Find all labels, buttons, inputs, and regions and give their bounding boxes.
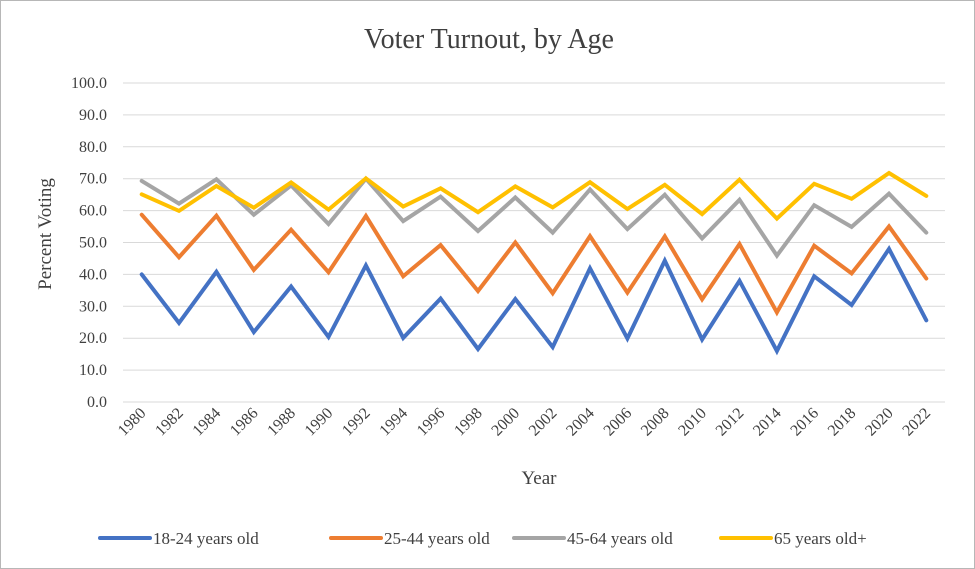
x-tick-label: 2004 [563,405,598,440]
chart-title: Voter Turnout, by Age [364,24,614,55]
x-tick-label: 2000 [488,405,523,440]
legend: 18-24 years old 25-44 years old 45-64 year… [98,529,867,548]
series-lines [139,170,929,356]
series-line-18-24-years-old [139,244,929,356]
y-tick-label: 50.0 [79,235,107,252]
y-tick-label: 100.0 [71,75,107,92]
legend-label: 18-24 years old [153,529,259,548]
x-tick-label: 2016 [787,405,822,440]
x-tick-label: 1992 [339,405,374,440]
x-tick-label: 1996 [414,405,449,440]
x-tick-label: 2006 [601,405,636,440]
y-tick-label: 10.0 [79,362,107,379]
series-line-25-44-years-old [139,212,929,317]
x-tick-label: 1984 [190,405,225,440]
x-tick-label: 2012 [713,405,748,440]
y-tick-label: 40.0 [79,266,107,283]
gridlines [123,82,945,403]
x-tick-label: 1980 [115,405,150,440]
series-line-65-years-old [139,170,929,222]
x-tick-label: 2020 [862,405,897,440]
y-tick-label: 90.0 [79,107,107,124]
x-tick-label: 1982 [152,405,187,440]
x-tick-label: 2008 [638,405,673,440]
y-axis-title: Percent Voting [35,178,56,290]
y-tick-label: 0.0 [87,394,107,411]
x-axis-title: Year [521,468,557,489]
x-axis-tick-labels: 1980 1982 1984 1986 1988 1990 1992 1994 1996 1998… [115,405,934,440]
series-line-45-64-years-old [139,175,929,260]
x-tick-label: 1986 [227,405,262,440]
legend-label: 25-44 years old [384,529,490,548]
x-tick-label: 2022 [899,405,934,440]
x-tick-label: 1990 [302,405,337,440]
y-tick-label: 80.0 [79,139,107,156]
legend-label: 45-64 years old [567,529,673,548]
x-tick-label: 2010 [675,405,710,440]
legend-label: 65 years old+ [774,529,867,548]
y-tick-label: 30.0 [79,298,107,315]
y-tick-label: 20.0 [79,330,107,347]
x-tick-label: 2014 [750,405,785,440]
x-tick-label: 2002 [526,405,561,440]
y-tick-label: 60.0 [79,203,107,220]
x-tick-label: 1998 [451,405,486,440]
y-tick-label: 70.0 [79,171,107,188]
x-tick-label: 1994 [376,405,411,440]
y-axis-tick-labels: 0.0 10.0 20.0 30.0 40.0 50.0 60.0 70.0 80.0 90.0 1… [71,75,107,411]
x-tick-label: 1988 [264,405,299,440]
x-tick-label: 2018 [825,405,860,440]
